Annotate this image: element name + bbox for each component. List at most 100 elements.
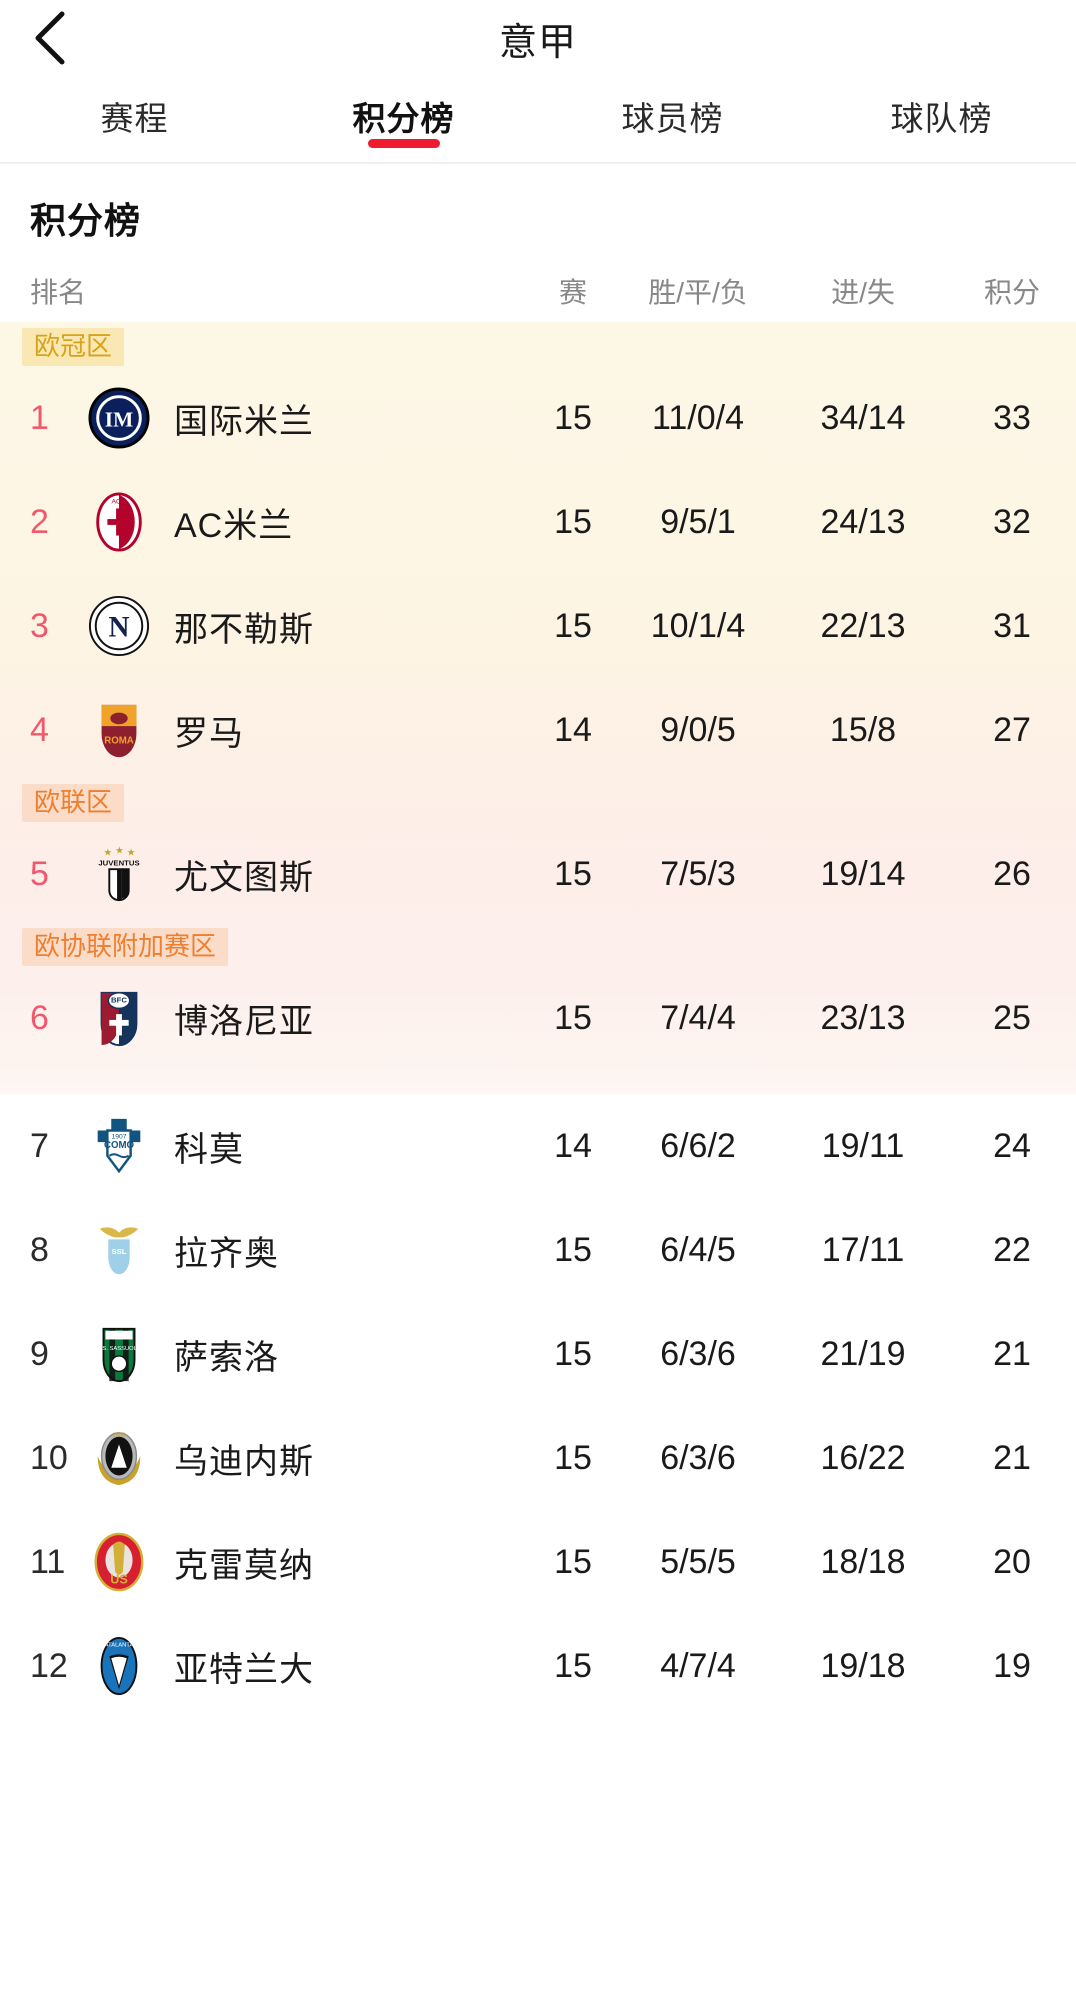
- svg-text:★: ★: [127, 848, 136, 859]
- table-row[interactable]: 7 1907 COMO 科莫 14 6/6/2 19/11 24: [0, 1094, 1076, 1198]
- qualification-zone-block: 欧冠区 1 IM 国际米兰 15 11/0/4 34/14 33 2: [0, 322, 1076, 1094]
- tab-team-rankings[interactable]: 球队榜: [807, 82, 1076, 140]
- row-rank: 11: [30, 1542, 66, 1581]
- row-rank: 9: [30, 1334, 49, 1373]
- row-points: 19: [993, 1646, 1031, 1685]
- row-wdl: 6/3/6: [660, 1334, 736, 1373]
- page-title: 意甲: [498, 21, 577, 64]
- row-played: 15: [554, 1542, 592, 1581]
- row-points: 32: [993, 502, 1031, 541]
- zone-block-spacer: [0, 1070, 1076, 1094]
- row-team-name: 拉齐奥: [174, 1234, 279, 1273]
- row-points: 22: [993, 1230, 1031, 1269]
- row-rank: 6: [30, 998, 49, 1037]
- row-points: 33: [993, 398, 1031, 437]
- tab-label: 球员榜: [621, 100, 724, 137]
- table-row[interactable]: 9 U.S. SASSUOLO 萨索洛 15 6/3/6 21/19 21: [0, 1302, 1076, 1406]
- table-row[interactable]: 8 SSL 拉齐奥 15 6/4/5 17/11 22: [0, 1198, 1076, 1302]
- row-team-name: 乌迪内斯: [174, 1442, 314, 1481]
- back-button[interactable]: [18, 6, 82, 70]
- table-row[interactable]: 12 ATALANTA 亚特兰大 15 4/7/4 19/18 19: [0, 1614, 1076, 1718]
- table-header-row: 排名 赛 胜/平/负 进/失 积分: [0, 260, 1076, 322]
- svg-text:ATALANTA: ATALANTA: [105, 1643, 134, 1649]
- row-played: 14: [554, 1126, 592, 1165]
- row-rank: 1: [30, 398, 49, 437]
- juventus-logo: ★ ★ ★ JUVENTUS: [88, 843, 166, 905]
- row-team-name: 亚特兰大: [174, 1650, 314, 1689]
- table-row[interactable]: 6 BFC 博洛尼亚 15 7/4/4 23/13 25: [0, 966, 1076, 1070]
- row-team-name: 罗马: [174, 714, 244, 753]
- sassuolo-logo: U.S. SASSUOLO: [88, 1323, 166, 1385]
- standings-table: 排名 赛 胜/平/负 进/失 积分 欧冠区 1 IM 国际米兰 15: [0, 260, 1076, 1718]
- udinese-logo: 1896: [88, 1427, 166, 1489]
- row-points: 24: [993, 1126, 1031, 1165]
- zone-tag-champions-league: 欧冠区: [22, 328, 125, 366]
- row-wdl: 4/7/4: [660, 1646, 736, 1685]
- row-team-name: 克雷莫纳: [174, 1546, 314, 1585]
- row-team-name: 萨索洛: [174, 1338, 279, 1377]
- tab-label: 积分榜: [352, 100, 455, 137]
- section-title: 积分榜: [0, 164, 1076, 260]
- row-wdl: 11/0/4: [651, 398, 744, 437]
- row-points: 20: [993, 1542, 1031, 1581]
- tab-underline: [906, 139, 978, 148]
- row-played: 15: [554, 398, 592, 437]
- row-goals: 19/14: [820, 854, 906, 893]
- row-team-name: AC米兰: [174, 506, 294, 545]
- bologna-logo: BFC: [88, 987, 166, 1049]
- row-rank: 7: [30, 1126, 49, 1165]
- svg-text:ACM: ACM: [111, 499, 126, 506]
- row-wdl: 9/5/1: [660, 502, 736, 541]
- table-row[interactable]: 3 N 那不勒斯 15 10/1/4 22/13 31: [0, 574, 1076, 678]
- column-header-wdl: 胜/平/负: [648, 277, 748, 308]
- row-wdl: 10/1/4: [650, 606, 746, 645]
- table-row[interactable]: 2 ACM AC米兰 15 9/5/1 24/13 32: [0, 470, 1076, 574]
- svg-text:1907: 1907: [111, 1133, 126, 1140]
- tab-schedule[interactable]: 赛程: [0, 82, 269, 140]
- inter-milan-logo: IM: [88, 387, 166, 449]
- row-points: 21: [993, 1334, 1031, 1373]
- row-goals: 19/11: [821, 1126, 905, 1165]
- row-wdl: 6/6/2: [660, 1126, 736, 1165]
- svg-text:ROMA: ROMA: [104, 736, 134, 747]
- row-points: 27: [993, 710, 1031, 749]
- row-goals: 17/11: [821, 1230, 905, 1269]
- row-played: 15: [554, 1230, 592, 1269]
- napoli-logo: N: [88, 595, 166, 657]
- como-logo: 1907 COMO: [88, 1115, 166, 1177]
- row-wdl: 6/4/5: [660, 1230, 736, 1269]
- table-row[interactable]: 4 ROMA 罗马 14 9/0/5 15/8 27: [0, 678, 1076, 782]
- cremonese-logo: US: [88, 1531, 166, 1593]
- row-wdl: 7/5/3: [660, 854, 736, 893]
- row-points: 21: [993, 1438, 1031, 1477]
- svg-text:★: ★: [104, 848, 113, 859]
- svg-text:SSL: SSL: [111, 1247, 126, 1256]
- row-played: 14: [554, 710, 592, 749]
- row-team-name: 国际米兰: [174, 402, 314, 441]
- table-row[interactable]: 1 IM 国际米兰 15 11/0/4 34/14 33: [0, 366, 1076, 470]
- row-team-name: 那不勒斯: [174, 610, 314, 649]
- tab-player-rankings[interactable]: 球员榜: [538, 82, 807, 140]
- tab-standings[interactable]: 积分榜: [269, 82, 538, 148]
- row-points: 31: [993, 606, 1031, 645]
- atalanta-logo: ATALANTA: [88, 1635, 166, 1697]
- column-header-rank: 排名: [30, 277, 87, 308]
- row-rank: 12: [30, 1646, 68, 1685]
- svg-text:U.S. SASSUOLO: U.S. SASSUOLO: [97, 1346, 142, 1352]
- svg-text:JUVENTUS: JUVENTUS: [98, 858, 139, 867]
- zone-tag-europa-league: 欧联区: [22, 784, 125, 822]
- chevron-left-icon: [30, 9, 70, 67]
- table-row[interactable]: 10 1896 乌迪内斯 15 6/3/6 16/22 21: [0, 1406, 1076, 1510]
- table-row[interactable]: 5 ★ ★ ★ JUVENTUS 尤文图斯 15 7/5/3 19/14 26: [0, 822, 1076, 926]
- roma-logo: ROMA: [88, 699, 166, 761]
- table-row[interactable]: 11 US 克雷莫纳 15 5/5/5 18/18 20: [0, 1510, 1076, 1614]
- row-wdl: 7/4/4: [660, 998, 736, 1037]
- row-points: 26: [993, 854, 1031, 893]
- row-rank: 8: [30, 1230, 49, 1269]
- column-header-points: 积分: [983, 277, 1040, 308]
- row-rank: 4: [30, 710, 49, 749]
- row-team-name: 科莫: [174, 1130, 244, 1169]
- row-goals: 34/14: [820, 398, 906, 437]
- row-team-name: 博洛尼亚: [174, 1002, 314, 1041]
- row-played: 15: [554, 998, 592, 1037]
